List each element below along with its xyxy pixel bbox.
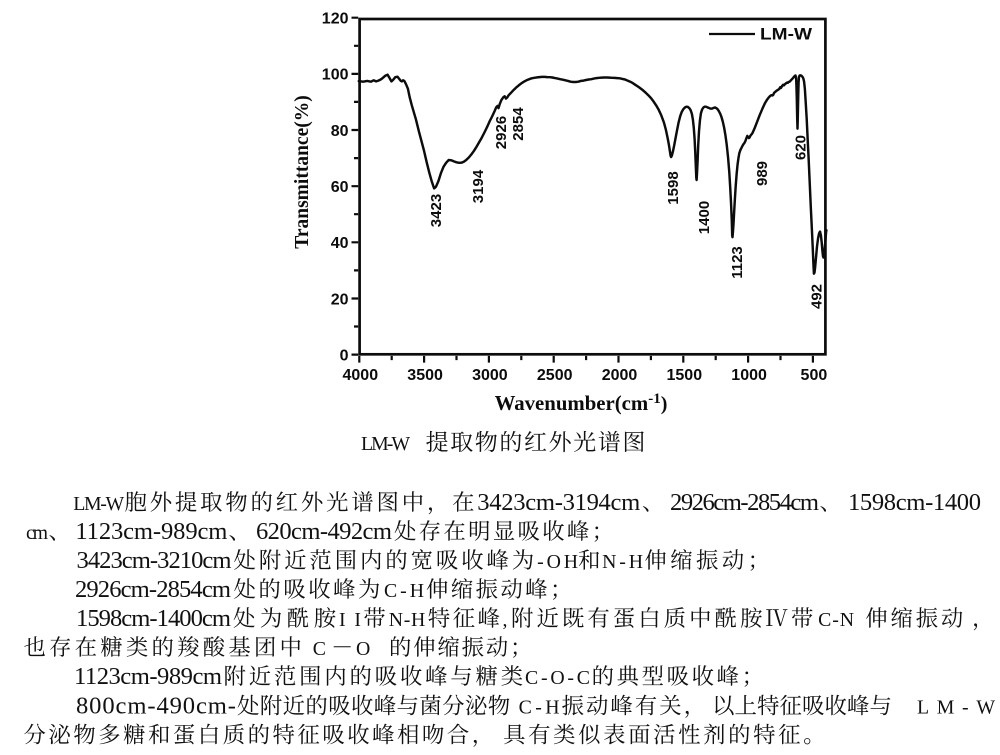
svg-text:Transmittance(%): Transmittance(%) [292, 95, 313, 248]
svg-text:1123: 1123 [729, 246, 746, 279]
svg-text:492: 492 [808, 284, 825, 309]
svg-text:40: 40 [331, 235, 349, 252]
svg-text:2926cm-2854cm: 2926cm-2854cm [670, 489, 819, 516]
svg-text:989: 989 [754, 161, 771, 186]
svg-text:3194: 3194 [470, 169, 487, 203]
svg-text:800cm-490cm-: 800cm-490cm- [76, 693, 236, 720]
svg-text:C-H: C-H [384, 580, 424, 602]
svg-text:0: 0 [340, 347, 349, 364]
svg-text:C-O-C: C-O-C [525, 667, 590, 689]
svg-text:1123cm-989cm: 1123cm-989cm [74, 663, 222, 690]
svg-text:120: 120 [322, 11, 349, 28]
svg-text:1598cm-1400: 1598cm-1400 [848, 489, 981, 516]
svg-text:cm: cm [26, 522, 49, 544]
svg-text:3423: 3423 [428, 194, 445, 227]
svg-text:100: 100 [322, 67, 349, 84]
svg-text:N-H: N-H [389, 609, 426, 631]
svg-text:2926cm-2854cm: 2926cm-2854cm [75, 576, 231, 603]
svg-text:1598cm-1400cm: 1598cm-1400cm [76, 605, 231, 632]
svg-text:N-H: N-H [602, 551, 643, 573]
svg-text:LM-W: LM-W [73, 493, 124, 515]
svg-text:2926: 2926 [493, 116, 510, 149]
svg-text:O: O [356, 638, 370, 660]
svg-text:II: II [339, 609, 361, 631]
svg-text:,: , [503, 609, 508, 631]
svg-text:LM-W: LM-W [917, 697, 995, 719]
svg-text:1598: 1598 [665, 171, 682, 204]
svg-text:2854: 2854 [510, 107, 527, 141]
svg-text:20: 20 [331, 291, 349, 308]
svg-text:620cm-492cm: 620cm-492cm [256, 518, 392, 545]
svg-text:620: 620 [792, 135, 809, 160]
svg-text:1000: 1000 [731, 367, 767, 384]
svg-text:1400: 1400 [696, 201, 713, 234]
svg-text:LM-W: LM-W [760, 25, 813, 44]
svg-text:3000: 3000 [472, 367, 508, 384]
svg-text:3423cm-3194cm: 3423cm-3194cm [477, 489, 640, 516]
svg-text:60: 60 [331, 179, 349, 196]
svg-text:2500: 2500 [537, 367, 573, 384]
svg-text:C: C [313, 638, 326, 660]
svg-text:LM-W: LM-W [361, 433, 410, 455]
svg-text:80: 80 [331, 123, 349, 140]
svg-text:3423cm-3210cm: 3423cm-3210cm [77, 547, 232, 574]
svg-text:500: 500 [801, 367, 828, 384]
svg-text:C-H: C-H [519, 697, 560, 719]
svg-text:3500: 3500 [407, 367, 443, 384]
svg-text:1123cm-989cm: 1123cm-989cm [75, 518, 227, 545]
svg-text:1500: 1500 [667, 367, 703, 384]
svg-text:C-N: C-N [818, 609, 854, 631]
svg-text:Wavenumber(cm-1): Wavenumber(cm-1) [495, 391, 668, 415]
svg-text:-OH: -OH [537, 551, 578, 573]
svg-text:4000: 4000 [343, 367, 379, 384]
svg-text:2000: 2000 [602, 367, 638, 384]
